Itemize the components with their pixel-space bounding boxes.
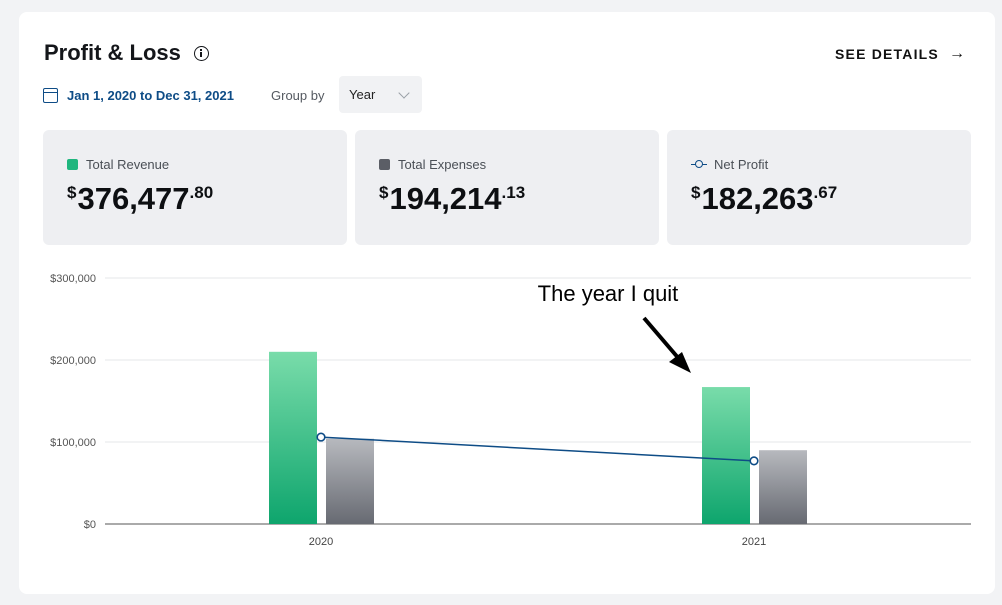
see-details-label: SEE DETAILS xyxy=(835,46,939,62)
revenue-swatch-icon xyxy=(67,159,78,170)
expenses-bar xyxy=(759,450,807,524)
y-tick-label: $0 xyxy=(84,519,96,531)
kpi-cents: .13 xyxy=(501,183,526,202)
revenue-bar xyxy=(702,387,750,524)
group-by-value: Year xyxy=(349,87,376,102)
kpi-label-text: Total Expenses xyxy=(398,157,487,172)
see-details-link[interactable]: SEE DETAILS → xyxy=(835,45,965,63)
expenses-swatch-icon xyxy=(379,159,390,170)
kpi-label-text: Total Revenue xyxy=(86,157,170,172)
date-range-picker[interactable]: Jan 1, 2020 to Dec 31, 2021 xyxy=(43,88,234,103)
page-title: Profit & Loss xyxy=(44,40,209,66)
arrow-right-icon: → xyxy=(948,45,965,62)
kpi-main-amount: 376,477 xyxy=(77,181,190,216)
kpi-currency: $ xyxy=(379,183,389,202)
kpi-label: Total Revenue xyxy=(67,157,169,172)
x-tick-label: 2020 xyxy=(309,536,333,548)
kpi-label-text: Net Profit xyxy=(714,157,769,172)
net-profit-point xyxy=(749,456,759,466)
expenses-bar xyxy=(326,438,374,524)
kpi-main-amount: 182,263 xyxy=(701,181,814,216)
kpi-label: Total Expenses xyxy=(379,157,486,172)
profit-loss-card: Profit & Loss SEE DETAILS → Jan 1, 2020 … xyxy=(19,12,995,594)
kpi-net-profit: Net Profit $ 182,263 .67 xyxy=(667,130,971,245)
annotation-text: The year I quit xyxy=(538,281,679,306)
kpi-value: $ 182,263 .67 xyxy=(691,182,837,216)
net-profit-line-icon xyxy=(691,159,707,170)
y-tick-label: $300,000 xyxy=(50,273,96,285)
kpi-value: $ 376,477 .80 xyxy=(67,182,213,216)
kpi-currency: $ xyxy=(67,183,77,202)
group-by-label: Group by xyxy=(271,88,325,103)
y-tick-label: $200,000 xyxy=(50,355,96,367)
kpi-cents: .67 xyxy=(813,183,838,202)
net-profit-line xyxy=(320,436,755,462)
kpi-total-expenses: Total Expenses $ 194,214 .13 xyxy=(355,130,659,245)
revenue-bar xyxy=(269,351,317,524)
annotation-arrow-line xyxy=(642,316,682,362)
x-tick-label: 2021 xyxy=(742,536,766,548)
kpi-cents: .80 xyxy=(189,183,214,202)
kpi-label: Net Profit xyxy=(691,157,768,172)
net-profit-point xyxy=(316,432,326,442)
page-title-text: Profit & Loss xyxy=(44,40,181,65)
kpi-currency: $ xyxy=(691,183,701,202)
calendar-icon xyxy=(43,88,58,103)
y-tick-label: $100,000 xyxy=(50,437,96,449)
group-by-select[interactable]: Year xyxy=(339,76,422,113)
annotation-arrow-head xyxy=(669,352,691,373)
kpi-total-revenue: Total Revenue $ 376,477 .80 xyxy=(43,130,347,245)
kpi-value: $ 194,214 .13 xyxy=(379,182,525,216)
kpi-main-amount: 194,214 xyxy=(389,181,502,216)
date-range-label: Jan 1, 2020 to Dec 31, 2021 xyxy=(67,88,234,103)
info-icon[interactable] xyxy=(193,45,209,61)
